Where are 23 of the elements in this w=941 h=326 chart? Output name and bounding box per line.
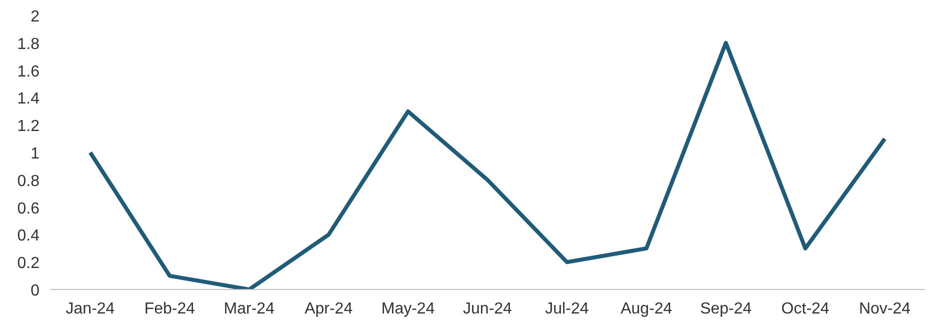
x-tick-label: Jan-24 [66, 300, 115, 318]
x-tick-label: Jun-24 [463, 300, 512, 318]
x-tick-label: Mar-24 [224, 300, 275, 318]
y-tick-label: 0.4 [17, 228, 40, 245]
y-tick-label: 1.6 [17, 63, 40, 80]
y-tick-label: 0.2 [17, 255, 40, 272]
x-tick-label: Apr-24 [304, 300, 353, 318]
x-tick-label: Nov-24 [858, 300, 911, 318]
x-tick-label: Aug-24 [620, 300, 672, 318]
y-tick-label: 0 [30, 282, 40, 300]
y-tick-label: 0.6 [17, 200, 40, 218]
x-tick-label: Feb-24 [144, 300, 196, 318]
x-tick-label: May-24 [381, 300, 435, 318]
y-tick-label: 1.2 [17, 118, 40, 136]
y-tick-label: 0.8 [17, 172, 40, 190]
x-tick-label: Jul-24 [545, 300, 589, 318]
y-tick-label: 2 [30, 8, 40, 26]
x-tick-label: Sep-24 [700, 300, 752, 318]
x-tick-label: Oct-24 [781, 300, 830, 318]
line-series [88, 40, 887, 290]
y-tick-label: 1 [30, 146, 40, 162]
y-tick-label: 1.8 [17, 36, 40, 53]
y-tick-label: 1.4 [17, 90, 40, 108]
